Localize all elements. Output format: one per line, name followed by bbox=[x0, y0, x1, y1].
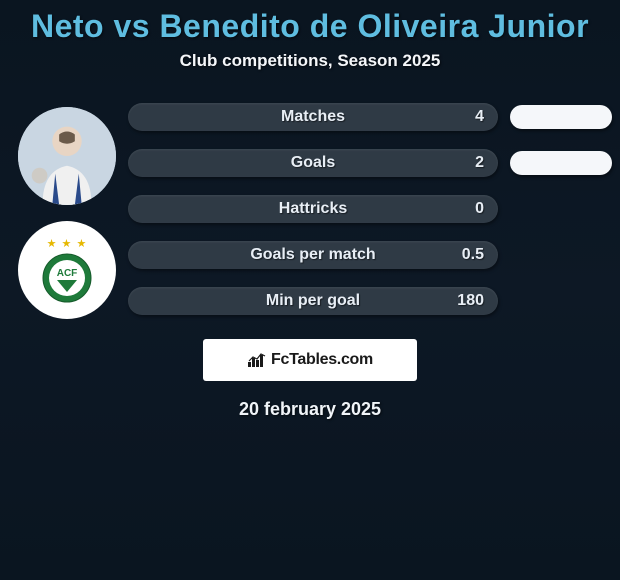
stat-row: Goals per match 0.5 bbox=[128, 241, 612, 269]
footer-logo: FcTables.com bbox=[203, 339, 417, 381]
stat-pill-left: Goals 2 bbox=[128, 149, 498, 177]
stat-label: Matches bbox=[281, 108, 345, 126]
stat-pill-right bbox=[510, 105, 612, 129]
stats-bars: Matches 4 Goals 2 Hattricks 0 bbox=[122, 99, 612, 315]
stat-pill-left: Goals per match 0.5 bbox=[128, 241, 498, 269]
stat-pill-right-empty bbox=[510, 197, 612, 221]
stat-row: Matches 4 bbox=[128, 103, 612, 131]
stat-value-left: 0 bbox=[475, 200, 484, 218]
player-avatar bbox=[18, 107, 116, 205]
stat-pill-left: Matches 4 bbox=[128, 103, 498, 131]
club-crest-avatar: ★ ★ ★ ACF bbox=[18, 221, 116, 319]
svg-text:ACF: ACF bbox=[57, 268, 78, 279]
stat-label: Goals per match bbox=[250, 246, 375, 264]
stat-pill-right bbox=[510, 151, 612, 175]
stat-value-left: 0.5 bbox=[462, 246, 484, 264]
subtitle: Club competitions, Season 2025 bbox=[0, 51, 620, 71]
stat-pill-right-empty bbox=[510, 289, 612, 313]
stat-row: Hattricks 0 bbox=[128, 195, 612, 223]
stat-pill-right-empty bbox=[510, 243, 612, 267]
stat-value-left: 180 bbox=[457, 292, 484, 310]
stat-row: Min per goal 180 bbox=[128, 287, 612, 315]
stat-value-left: 2 bbox=[475, 154, 484, 172]
bar-chart-icon bbox=[247, 352, 267, 368]
player-photo-placeholder bbox=[18, 107, 116, 205]
stat-label: Hattricks bbox=[279, 200, 347, 218]
page-title: Neto vs Benedito de Oliveira Junior bbox=[0, 8, 620, 45]
main-row: ★ ★ ★ ACF Matches 4 bbox=[0, 99, 620, 319]
stat-pill-left: Min per goal 180 bbox=[128, 287, 498, 315]
stat-label: Min per goal bbox=[266, 292, 360, 310]
content-wrapper: Neto vs Benedito de Oliveira Junior Club… bbox=[0, 0, 620, 420]
stat-value-left: 4 bbox=[475, 108, 484, 126]
stat-label: Goals bbox=[291, 154, 335, 172]
logo-text: FcTables.com bbox=[271, 351, 373, 369]
avatar-column: ★ ★ ★ ACF bbox=[12, 99, 122, 319]
stat-pill-left: Hattricks 0 bbox=[128, 195, 498, 223]
stat-row: Goals 2 bbox=[128, 149, 612, 177]
crest-stars-icon: ★ ★ ★ bbox=[47, 237, 88, 250]
date-label: 20 february 2025 bbox=[0, 399, 620, 420]
crest-shield-icon: ACF bbox=[41, 252, 93, 304]
